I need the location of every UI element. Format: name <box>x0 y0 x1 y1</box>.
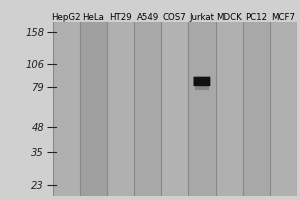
Bar <box>243 22 270 196</box>
Text: COS7: COS7 <box>163 13 187 22</box>
Text: MCF7: MCF7 <box>272 13 296 22</box>
Bar <box>107 22 134 196</box>
Text: MDCK: MDCK <box>216 13 242 22</box>
FancyBboxPatch shape <box>194 77 210 86</box>
Bar <box>134 22 161 196</box>
Bar <box>80 22 107 196</box>
Text: PC12: PC12 <box>245 13 267 22</box>
Bar <box>195 85 209 90</box>
Bar <box>52 22 80 196</box>
Text: HepG2: HepG2 <box>51 13 81 22</box>
Text: Jurkat: Jurkat <box>189 13 214 22</box>
Bar <box>215 22 243 196</box>
Bar <box>270 22 297 196</box>
Text: HeLa: HeLa <box>82 13 104 22</box>
Text: HT29: HT29 <box>109 13 132 22</box>
Text: A549: A549 <box>136 13 159 22</box>
Bar <box>188 22 215 196</box>
Bar <box>161 22 188 196</box>
